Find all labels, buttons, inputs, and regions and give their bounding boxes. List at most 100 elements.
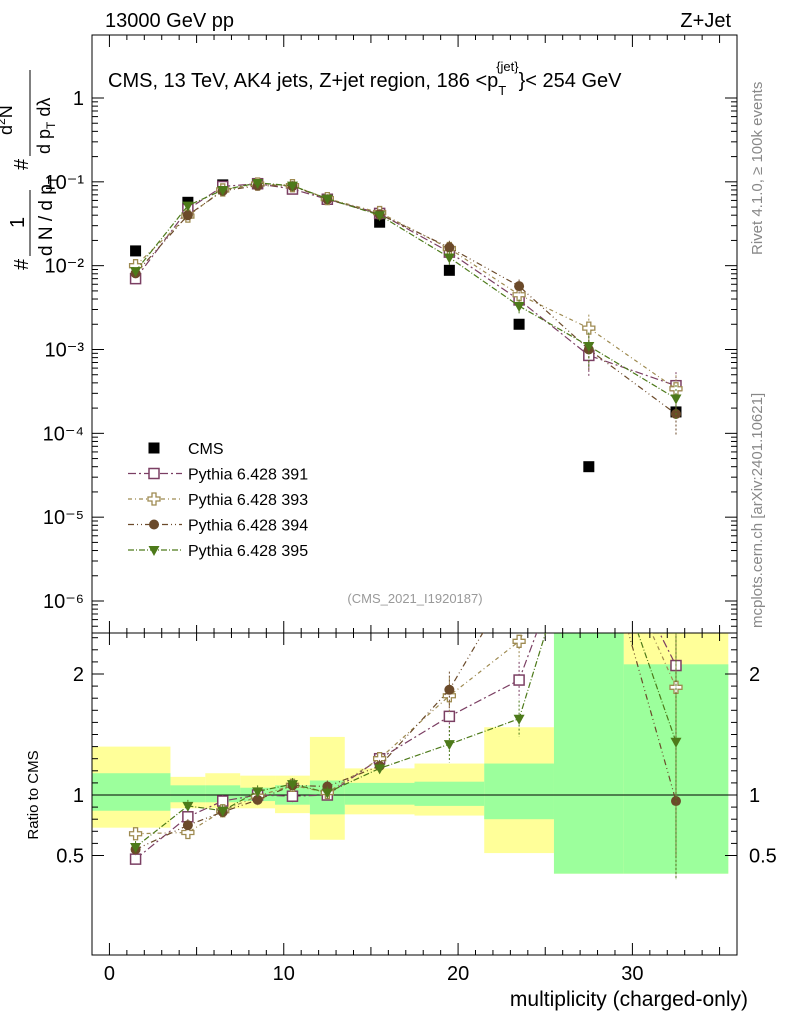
ratio-band-green	[344, 782, 415, 805]
ratio-point	[670, 737, 682, 748]
series-line-pythia-6.428-394	[135, 185, 677, 415]
data-point	[182, 201, 194, 212]
ratio-series	[128, 633, 683, 880]
legend-label: Pythia 6.428 393	[188, 492, 308, 509]
data-point	[513, 318, 525, 330]
series-line-pythia-6.428-395	[135, 182, 677, 400]
svg-text:d2N: d2N	[0, 105, 16, 135]
ratio-bands	[92, 633, 737, 874]
ratio-point	[512, 634, 526, 648]
legend-label: Pythia 6.428 391	[188, 467, 308, 484]
axes: 1 10⁻¹ 10⁻² 10⁻³ 10⁻⁴ 10⁻⁵ 10⁻⁶ 0 10 20 30 0.5 0.5 1 1…	[43, 35, 777, 985]
data-point	[444, 242, 455, 253]
ratio-point	[252, 794, 263, 805]
mcplots-text: mcplots.cern.ch [arXiv:2401.10621]	[749, 393, 766, 628]
ratio-band-green	[484, 763, 554, 820]
ratio-point	[252, 787, 264, 798]
data-point	[670, 394, 682, 405]
svg-text:d pT dλ: d pT dλ	[34, 98, 58, 154]
ratio-band-green	[205, 785, 241, 803]
ratio-point	[286, 790, 299, 802]
chart-title: CMS, 13 TeV, AK4 jets, Z+jet region, 186…	[108, 59, 622, 98]
y-tick-label: 10⁻⁵	[43, 507, 84, 529]
analysis-watermark: (CMS_2021_I1920187)	[347, 591, 482, 606]
data-point	[512, 288, 526, 302]
ratio-point	[181, 825, 195, 840]
data-point	[443, 264, 455, 276]
x-tick-label: 20	[447, 963, 469, 985]
ratio-band-green	[170, 785, 206, 803]
header-right: Z+Jet	[680, 10, 731, 32]
ratio-point	[513, 714, 525, 725]
ratio-y-tick-label-right: 1	[749, 785, 760, 807]
ratio-point	[374, 764, 386, 775]
ratio-point	[129, 853, 142, 865]
top-ylabel: # 1 d N / d pT # d2N d pT dλ	[0, 70, 60, 270]
y-tick-label: 10⁻¹	[45, 172, 85, 194]
data-point	[182, 210, 193, 221]
ratio-panel-frame	[91, 632, 738, 956]
ratio-point	[182, 801, 194, 812]
ratio-point	[217, 806, 229, 817]
data-point	[514, 281, 525, 292]
data-point	[321, 194, 333, 205]
data-point	[374, 211, 386, 222]
legend-marker	[148, 442, 160, 454]
data-point	[374, 216, 386, 228]
ratio-band-green	[92, 773, 171, 811]
ratio-y-tick-label-right: 0.5	[749, 846, 777, 868]
data-point	[513, 302, 525, 313]
ratio-y-tick-label: 2	[73, 664, 84, 686]
data-point	[130, 267, 142, 278]
svg-text:#: #	[11, 258, 33, 270]
x-axis-label: multiplicity (charged-only)	[510, 988, 748, 1011]
data-point	[582, 321, 596, 335]
data-point	[252, 178, 264, 189]
y-tick-label: 10⁻⁴	[43, 423, 84, 445]
ratio-point	[444, 684, 455, 695]
rivet-version-text: Rivet 4.1.0, ≥ 100k events	[749, 82, 766, 255]
y-tick-label: 10⁻³	[45, 340, 85, 362]
ratio-point	[128, 827, 143, 841]
ratio-y-tick-label: 1	[73, 785, 84, 807]
x-tick-label: 0	[104, 963, 115, 985]
data-point	[130, 245, 142, 257]
ratio-ylabel: Ratio to CMS	[25, 750, 42, 839]
x-tick-label: 10	[273, 963, 295, 985]
ratio-point	[321, 788, 333, 799]
series-line-pythia-6.428-391	[135, 183, 677, 387]
data-point	[443, 253, 455, 264]
y-tick-label: 1	[73, 88, 84, 110]
legend-marker	[148, 546, 160, 556]
svg-text:d N / d pT: d N / d pT	[36, 176, 60, 256]
ratio-band-green	[414, 781, 485, 806]
ratio-point	[130, 843, 142, 854]
y-tick-label: 10⁻²	[45, 256, 85, 278]
ratio-y-tick-label-right: 2	[749, 664, 760, 686]
data-point	[217, 185, 229, 196]
legend-label: Pythia 6.428 394	[188, 518, 308, 535]
legend: CMS Pythia 6.428 391 Pythia 6.428 393 Pythi…	[128, 441, 308, 560]
ratio-point	[443, 740, 455, 751]
legend-marker	[148, 467, 160, 480]
ratio-point	[669, 680, 683, 694]
data-point	[583, 342, 595, 353]
legend-label: Pythia 6.428 395	[188, 543, 308, 560]
ratio-point	[286, 780, 298, 791]
ratio-y-tick-label: 0.5	[56, 846, 84, 868]
data-point	[583, 461, 595, 473]
x-tick-label: 30	[621, 963, 643, 985]
top-series	[128, 177, 683, 473]
ratio-line-pythia-6.428-393	[135, 633, 677, 835]
svg-text:1: 1	[7, 217, 29, 228]
y-tick-label: 10⁻⁶	[43, 591, 84, 613]
ratio-band-green	[553, 633, 624, 874]
legend-label: CMS	[188, 441, 224, 458]
header-left: 13000 GeV pp	[105, 10, 234, 32]
ratio-point	[443, 710, 456, 723]
ratio-point	[182, 820, 193, 831]
ratio-point	[513, 674, 525, 686]
data-point	[286, 181, 298, 192]
legend-marker	[147, 492, 161, 506]
